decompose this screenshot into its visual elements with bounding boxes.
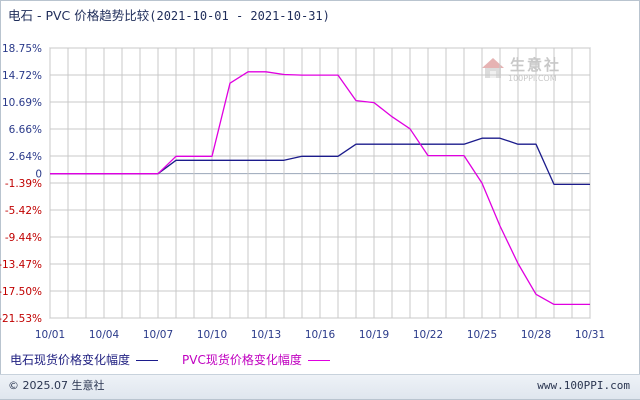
x-tick-label: 10/10 — [197, 329, 227, 341]
x-tick-label: 10/25 — [467, 329, 497, 341]
watermark-name: 生意社 — [510, 56, 562, 74]
chart-legend: 电石现货价格变化幅度 PVC现货价格变化幅度 — [10, 351, 354, 369]
series-line-pvc — [50, 71, 590, 306]
house-icon — [482, 58, 504, 78]
x-tick-label: 10/13 — [251, 329, 281, 341]
y-tick-label: -5.42% — [5, 205, 42, 217]
legend-swatch-series1 — [136, 359, 159, 361]
footer-copyright: © 2025.07 生意社 — [8, 379, 105, 392]
legend-label-series1: 电石现货价格变化幅度 — [10, 353, 131, 367]
footer-site-link[interactable]: www.100PPI.com — [537, 379, 630, 392]
watermark-logo: 生意社 100PPI.COM — [480, 54, 580, 94]
y-tick-label: 14.72% — [2, 70, 42, 82]
y-tick-label: 10.69% — [2, 97, 42, 109]
y-tick-label: -21.53% — [0, 313, 42, 325]
x-tick-label: 10/31 — [575, 329, 605, 341]
y-tick-label: 6.66% — [9, 124, 42, 136]
y-tick-label: -17.50% — [0, 286, 42, 298]
y-tick-label: 2.64% — [9, 151, 42, 163]
x-tick-label: 10/04 — [89, 329, 120, 341]
x-tick-label: 10/28 — [521, 329, 551, 341]
y-tick-label: -9.44% — [5, 232, 42, 244]
legend-swatch-series2 — [307, 359, 330, 361]
x-tick-label: 10/22 — [413, 329, 443, 341]
x-tick-label: 10/01 — [35, 329, 65, 341]
legend-label-series2: PVC现货价格变化幅度 — [182, 353, 302, 367]
y-tick-label: -13.47% — [0, 259, 42, 271]
y-tick-label: 18.75% — [2, 43, 42, 55]
chart-title: 电石 - PVC 价格趋势比较(2021-10-01 - 2021-10-31) — [8, 7, 330, 25]
footer-bar: © 2025.07 生意社 www.100PPI.com — [0, 374, 640, 399]
y-tick-label: 0 — [35, 169, 42, 181]
title-prefix: 电石 - PVC 价格趋势比较 — [8, 8, 150, 23]
x-tick-label: 10/07 — [143, 329, 173, 341]
y-tick-label: -1.39% — [5, 178, 42, 190]
watermark-url: 100PPI.COM — [508, 74, 557, 83]
x-tick-label: 10/19 — [359, 329, 389, 341]
title-date-range: (2021-10-01 - 2021-10-31) — [149, 9, 330, 23]
series-line-calcium-carbide — [50, 137, 590, 186]
x-tick-label: 10/16 — [305, 329, 336, 341]
